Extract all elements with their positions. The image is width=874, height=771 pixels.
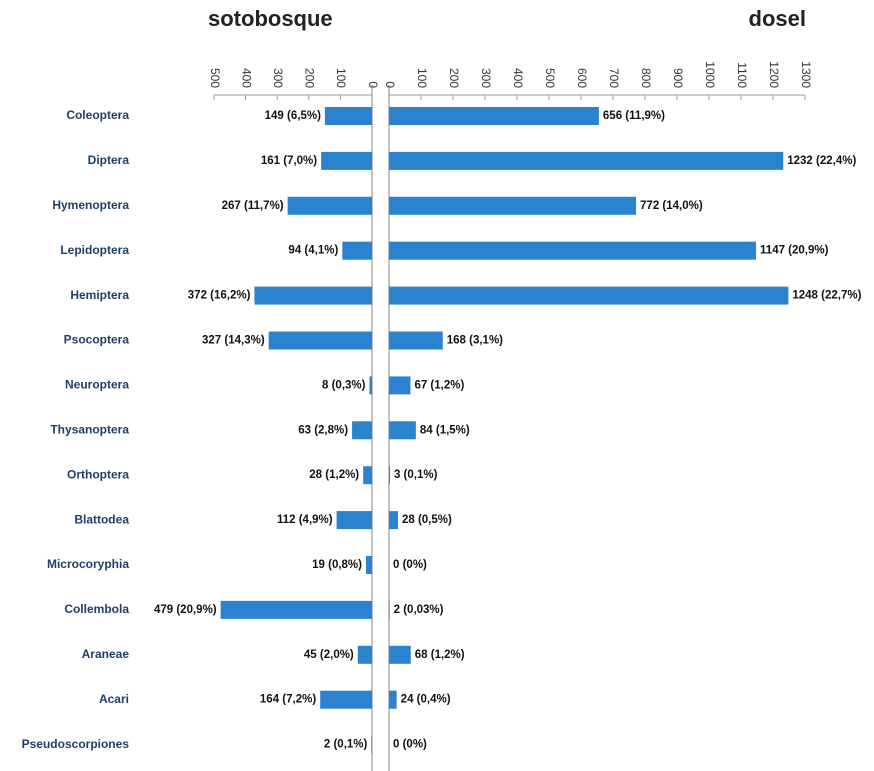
bar — [365, 556, 372, 574]
bar — [369, 376, 372, 395]
bar — [268, 331, 372, 350]
x-tick-label: 200 — [447, 68, 461, 88]
bar — [287, 196, 372, 215]
series-title: dosel — [749, 6, 806, 31]
category-label: Neuroptera — [65, 378, 129, 392]
bar — [220, 600, 372, 619]
category-label: Microcoryphia — [47, 557, 129, 571]
value-label: 94 (4,1%) — [288, 245, 338, 257]
category-label: Hymenoptera — [52, 198, 129, 212]
category-label: Acari — [99, 692, 129, 706]
value-label: 112 (4,9%) — [277, 514, 333, 526]
category-label: Collembola — [64, 602, 129, 616]
bar — [389, 690, 397, 709]
category-label: Psocoptera — [64, 333, 130, 347]
bar — [389, 286, 789, 305]
value-label: 772 (14,0%) — [640, 200, 703, 212]
bar — [389, 511, 398, 530]
bar — [389, 600, 390, 619]
bar — [389, 331, 443, 350]
category-label: Thysanoptera — [50, 422, 129, 436]
value-label: 327 (14,3%) — [202, 335, 265, 347]
value-label: 372 (16,2%) — [188, 290, 251, 302]
value-label: 0 (0%) — [393, 559, 427, 571]
x-tick-label: 500 — [208, 68, 222, 88]
x-tick-label: 400 — [239, 68, 253, 88]
x-tick-label: 1000 — [703, 61, 717, 88]
category-label: Orthoptera — [67, 467, 129, 481]
category-label: Pseudoscorpiones — [22, 737, 130, 751]
value-label: 84 (1,5%) — [420, 424, 470, 436]
bar — [389, 196, 637, 215]
value-label: 168 (3,1%) — [447, 335, 503, 347]
bar — [254, 286, 372, 305]
bar — [371, 735, 372, 754]
bar — [324, 107, 372, 125]
bar — [352, 421, 372, 440]
value-label: 45 (2,0%) — [304, 649, 354, 661]
value-label: 63 (2,8%) — [298, 424, 348, 436]
bar — [389, 376, 411, 395]
x-tick-label: 200 — [303, 68, 317, 88]
x-tick-label: 300 — [271, 68, 285, 88]
value-label: 2 (0,03%) — [394, 604, 444, 616]
x-tick-label: 1200 — [767, 61, 781, 88]
value-label: 8 (0,3%) — [322, 379, 366, 391]
value-label: 24 (0,4%) — [401, 694, 451, 706]
x-tick-label: 700 — [607, 68, 621, 88]
x-tick-label: 1300 — [799, 61, 813, 88]
value-label: 1232 (22,4%) — [787, 155, 856, 167]
bar — [389, 645, 411, 664]
bar — [320, 690, 372, 709]
bar — [389, 151, 784, 170]
value-label: 3 (0,1%) — [394, 469, 438, 481]
category-label: Coleoptera — [66, 108, 129, 122]
bar — [363, 466, 372, 485]
bar — [389, 421, 416, 440]
value-label: 28 (1,2%) — [309, 469, 359, 481]
value-label: 19 (0,8%) — [312, 559, 362, 571]
bar — [357, 645, 372, 664]
x-tick-label: 600 — [575, 68, 589, 88]
value-label: 2 (0,1%) — [324, 739, 368, 751]
value-label: 479 (20,9%) — [154, 604, 217, 616]
series-title: sotobosque — [208, 6, 333, 31]
category-label: Lepidoptera — [60, 243, 129, 257]
category-label: Diptera — [88, 153, 130, 167]
x-tick-label: 300 — [479, 68, 493, 88]
x-tick-label: 0 — [366, 81, 380, 88]
bar — [321, 151, 372, 170]
bar — [389, 107, 599, 125]
value-label: 28 (0,5%) — [402, 514, 452, 526]
value-label: 68 (1,2%) — [415, 649, 465, 661]
value-label: 67 (1,2%) — [414, 379, 464, 391]
value-label: 164 (7,2%) — [260, 694, 316, 706]
value-label: 0 (0%) — [393, 739, 427, 751]
value-label: 1248 (22,7%) — [792, 290, 861, 302]
value-label: 161 (7,0%) — [261, 155, 317, 167]
x-tick-label: 100 — [334, 68, 348, 88]
value-label: 656 (11,9%) — [603, 110, 665, 122]
x-tick-label: 800 — [639, 68, 653, 88]
x-tick-label: 900 — [671, 68, 685, 88]
x-tick-label: 500 — [543, 68, 557, 88]
x-tick-label: 0 — [383, 81, 397, 88]
x-tick-label: 1100 — [735, 62, 749, 88]
value-label: 149 (6,5%) — [265, 110, 321, 122]
value-label: 1147 (20,9%) — [760, 245, 829, 257]
category-label: Araneae — [82, 647, 130, 661]
x-tick-label: 100 — [415, 68, 429, 88]
bar — [336, 511, 372, 530]
bar — [389, 466, 390, 485]
x-tick-label: 400 — [511, 68, 525, 88]
category-label: Hemiptera — [70, 288, 129, 302]
category-label: Blattodea — [74, 512, 129, 526]
bar — [342, 241, 372, 260]
bar — [389, 241, 757, 260]
value-label: 267 (11,7%) — [222, 200, 284, 212]
